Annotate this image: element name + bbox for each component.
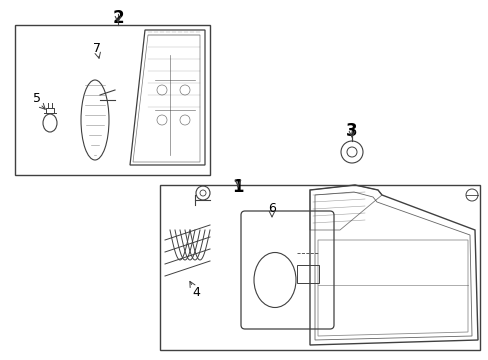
Bar [160, 185, 479, 350]
Text: 5: 5 [33, 91, 41, 104]
Text: 7: 7 [93, 41, 101, 54]
Text: 2: 2 [112, 9, 123, 27]
Bar [15, 25, 209, 175]
Text: 3: 3 [346, 122, 357, 140]
Text: 6: 6 [267, 202, 275, 215]
Bar [296, 265, 318, 283]
Text: 1: 1 [232, 178, 243, 196]
Text: 4: 4 [192, 285, 200, 298]
